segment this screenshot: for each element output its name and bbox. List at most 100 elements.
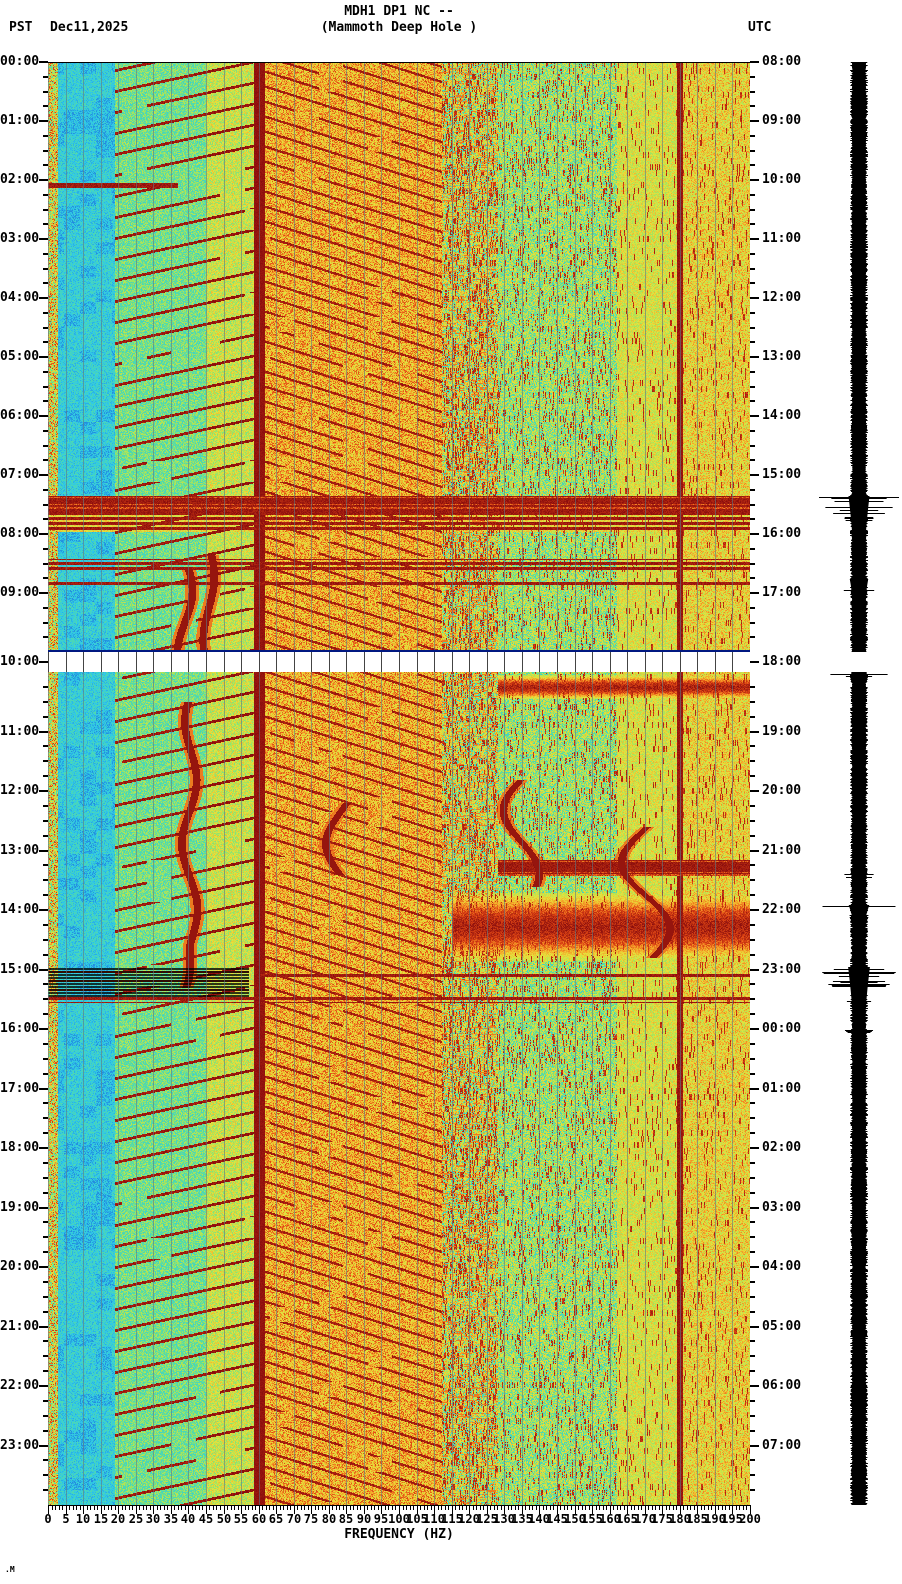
left-minor-tick xyxy=(43,577,48,579)
left-minor-tick xyxy=(43,76,48,78)
freq-tick-label: 50 xyxy=(216,1512,232,1526)
freq-minor-tick xyxy=(746,1505,747,1510)
left-time-label: 05:00 xyxy=(0,349,40,364)
right-minor-tick xyxy=(750,91,755,93)
left-hour-tick xyxy=(39,592,48,594)
left-minor-tick xyxy=(43,939,48,941)
freq-minor-tick xyxy=(648,1505,649,1510)
freq-major-tick xyxy=(171,1505,172,1514)
freq-minor-tick xyxy=(704,1505,705,1510)
left-minor-tick xyxy=(43,194,48,196)
freq-minor-tick xyxy=(357,1505,358,1510)
right-minor-tick xyxy=(750,636,755,638)
freq-minor-tick xyxy=(371,1505,372,1510)
freq-minor-tick xyxy=(473,1505,474,1510)
left-hour-tick xyxy=(39,1028,48,1030)
right-minor-tick xyxy=(750,268,755,270)
left-minor-tick xyxy=(43,879,48,881)
right-minor-tick xyxy=(750,954,755,956)
right-minor-tick xyxy=(750,607,755,609)
freq-minor-tick xyxy=(213,1505,214,1510)
left-minor-tick xyxy=(43,268,48,270)
right-minor-tick xyxy=(750,686,755,688)
left-minor-tick xyxy=(43,1117,48,1119)
freq-minor-tick xyxy=(655,1505,656,1510)
freq-minor-tick xyxy=(69,1505,70,1510)
freq-minor-tick xyxy=(315,1505,316,1510)
left-hour-tick xyxy=(39,1385,48,1387)
freq-tick-label: 15 xyxy=(93,1512,109,1526)
right-time-label: 08:00 xyxy=(762,54,802,69)
left-minor-tick xyxy=(43,1370,48,1372)
freq-tick-label: 100 xyxy=(388,1512,410,1526)
freq-tick-label: 10 xyxy=(75,1512,91,1526)
freq-minor-tick xyxy=(501,1505,502,1510)
right-time-label: 10:00 xyxy=(762,172,802,187)
freq-major-tick xyxy=(118,1505,119,1514)
left-time-label: 18:00 xyxy=(0,1140,40,1155)
right-minor-tick xyxy=(750,924,755,926)
right-minor-tick xyxy=(750,1058,755,1060)
freq-minor-tick xyxy=(518,1505,519,1510)
freq-tick-label: 135 xyxy=(511,1512,533,1526)
freq-minor-tick xyxy=(603,1505,604,1510)
right-minor-tick xyxy=(750,1489,755,1491)
right-minor-tick xyxy=(750,105,755,107)
freq-major-tick xyxy=(592,1505,593,1514)
freq-minor-tick xyxy=(216,1505,217,1510)
left-minor-tick xyxy=(43,371,48,373)
right-minor-tick xyxy=(750,1430,755,1432)
freq-minor-tick xyxy=(718,1505,719,1510)
left-minor-tick xyxy=(43,253,48,255)
left-minor-tick xyxy=(43,430,48,432)
right-minor-tick xyxy=(750,998,755,1000)
freq-minor-tick xyxy=(392,1505,393,1510)
freq-major-tick xyxy=(399,1505,400,1514)
left-minor-tick xyxy=(43,1192,48,1194)
freq-tick-label: 5 xyxy=(62,1512,70,1526)
left-minor-tick xyxy=(43,805,48,807)
freq-minor-tick xyxy=(266,1505,267,1510)
left-minor-tick xyxy=(43,1177,48,1179)
left-minor-tick xyxy=(43,701,48,703)
freq-minor-tick xyxy=(490,1505,491,1510)
left-minor-tick xyxy=(43,998,48,1000)
left-minor-tick xyxy=(43,954,48,956)
freq-major-tick xyxy=(469,1505,470,1514)
left-time-label: 00:00 xyxy=(0,54,40,69)
freq-tick-label: 85 xyxy=(338,1512,354,1526)
freq-minor-tick xyxy=(543,1505,544,1510)
right-minor-tick xyxy=(750,1177,755,1179)
freq-minor-tick xyxy=(297,1505,298,1510)
left-time-label: 22:00 xyxy=(0,1378,40,1393)
seismogram-trace-canvas xyxy=(799,62,902,1505)
left-minor-tick xyxy=(43,150,48,152)
freq-tick-label: 80 xyxy=(321,1512,337,1526)
left-minor-tick xyxy=(43,518,48,520)
freq-minor-tick xyxy=(673,1505,674,1510)
freq-tick-label: 125 xyxy=(476,1512,498,1526)
right-minor-tick xyxy=(750,489,755,491)
freq-minor-tick xyxy=(666,1505,667,1510)
freq-minor-tick xyxy=(87,1505,88,1510)
right-minor-tick xyxy=(750,1311,755,1313)
left-minor-tick xyxy=(43,1043,48,1045)
freq-minor-tick xyxy=(234,1505,235,1510)
freq-minor-tick xyxy=(424,1505,425,1510)
left-hour-tick xyxy=(39,1326,48,1328)
freq-minor-tick xyxy=(59,1505,60,1510)
freq-minor-tick xyxy=(248,1505,249,1510)
left-hour-tick xyxy=(39,731,48,733)
freq-major-tick xyxy=(539,1505,540,1514)
freq-minor-tick xyxy=(701,1505,702,1510)
left-time-label: 20:00 xyxy=(0,1259,40,1274)
freq-major-tick xyxy=(434,1505,435,1514)
right-minor-tick xyxy=(750,1474,755,1476)
right-time-label: 09:00 xyxy=(762,113,802,128)
freq-tick-label: 115 xyxy=(441,1512,463,1526)
right-hour-tick xyxy=(750,533,759,535)
freq-minor-tick xyxy=(736,1505,737,1510)
left-minor-tick xyxy=(43,548,48,550)
freq-minor-tick xyxy=(139,1505,140,1510)
freq-minor-tick xyxy=(739,1505,740,1510)
